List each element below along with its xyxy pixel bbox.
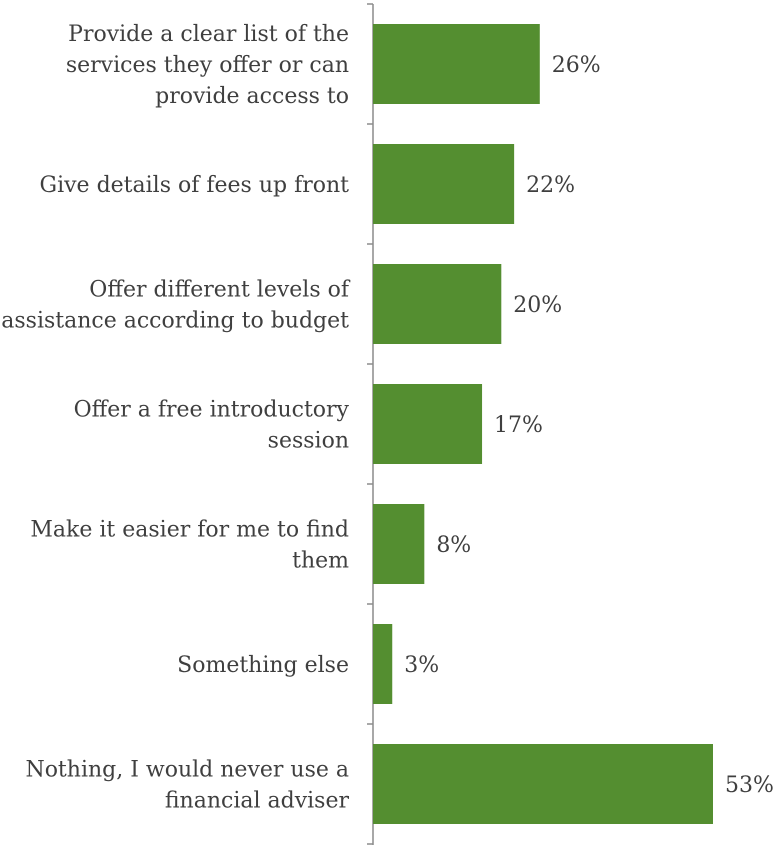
bar-value-label: 20% — [513, 293, 562, 318]
category-label: Offer a free introductory session — [74, 398, 350, 454]
bar — [373, 624, 393, 704]
bar — [373, 384, 483, 464]
bar-value-label: 3% — [404, 653, 439, 678]
category-label-line: Something else — [177, 653, 349, 678]
bar-value-label: 8% — [436, 533, 471, 558]
bar-value-label: 26% — [552, 53, 601, 78]
category-label-line: Offer different levels of — [89, 278, 351, 303]
category-label-line: Make it easier for me to find — [30, 518, 349, 543]
bar — [373, 504, 425, 584]
category-label-line: provide access to — [155, 84, 349, 109]
category-label: Make it easier for me to find them — [30, 518, 349, 574]
category-label-line: Offer a free introductory — [74, 398, 350, 423]
category-label-line: assistance according to budget — [1, 309, 349, 334]
bar-value-label: 17% — [494, 413, 543, 438]
labels-layer: 26% Provide a clear list of the services t… — [1, 22, 773, 814]
category-label-line: them — [292, 549, 349, 574]
category-label: Nothing, I would never use a financial ad… — [25, 758, 349, 814]
bar — [373, 24, 540, 104]
bar-value-label: 22% — [526, 173, 575, 198]
bar — [373, 144, 515, 224]
category-label: Offer different levels of assistance acco… — [1, 278, 351, 334]
category-label-line: financial adviser — [165, 789, 350, 814]
category-label-line: session — [268, 429, 349, 454]
category-label-line: Provide a clear list of the — [68, 22, 349, 47]
axis-layer — [367, 3, 374, 845]
category-label: Provide a clear list of the services they… — [66, 22, 349, 109]
category-label: Give details of fees up front — [40, 173, 350, 198]
bars-layer — [373, 24, 713, 824]
category-label: Something else — [177, 653, 349, 678]
category-label-line: Nothing, I would never use a — [25, 758, 349, 783]
bar — [373, 264, 502, 344]
category-label-line: services they offer or can — [66, 53, 349, 78]
category-label-line: Give details of fees up front — [40, 173, 350, 198]
bar-value-label: 53% — [725, 773, 773, 798]
bar — [373, 744, 713, 824]
